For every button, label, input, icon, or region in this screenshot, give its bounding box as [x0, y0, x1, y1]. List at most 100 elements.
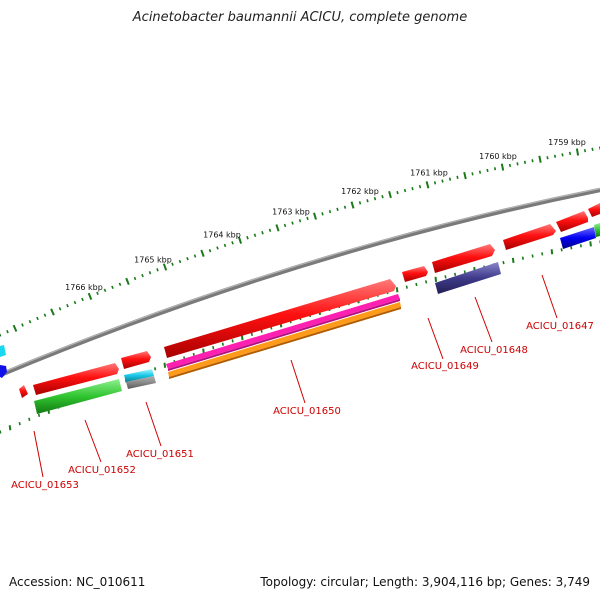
scale-dot: [148, 271, 152, 275]
scale-dot: [411, 186, 414, 191]
inner-tick: [8, 425, 12, 431]
inner-dot: [502, 260, 505, 265]
scale-dot: [321, 212, 324, 216]
scale-label: 1765 kbp: [134, 256, 172, 265]
genome-backbone-highlight: [0, 187, 600, 375]
scale-dot: [381, 194, 384, 199]
scale-dot: [208, 249, 212, 253]
scale-dot: [186, 257, 189, 261]
scale-dot: [118, 282, 122, 287]
scale-label: 1760 kbp: [479, 152, 517, 161]
gene-label[interactable]: ACICU_01649: [411, 361, 479, 372]
gene-label[interactable]: ACICU_01647: [526, 321, 594, 332]
scale-dot: [291, 221, 294, 225]
scale-dot: [336, 207, 339, 212]
scale-tick-major: [500, 163, 505, 171]
inner-tick: [550, 249, 554, 255]
scale-dot: [171, 262, 174, 266]
green-feature: [594, 223, 600, 237]
scale-tick-major: [125, 277, 130, 285]
inner-dot: [0, 430, 2, 434]
inner-dot: [250, 332, 253, 336]
scale-dot: [396, 190, 399, 195]
magenta-feature-edge: [168, 299, 400, 371]
scale-dot: [178, 259, 182, 264]
scale-dot: [343, 205, 347, 209]
scale-dot: [456, 175, 459, 179]
inner-tick: [434, 276, 438, 283]
cds-feature: [19, 385, 28, 398]
scale-dot: [231, 241, 234, 245]
scale-dot: [246, 236, 249, 240]
scale-labels: 1759 kbp 1760 kbp 1761 kbp 1762 kbp 1763 kbp…: [65, 138, 586, 292]
leader-line: [541, 274, 558, 319]
gray-feature: [126, 376, 156, 389]
inner-dot: [570, 246, 573, 250]
inner-dot: [212, 345, 215, 350]
inner-tick: [589, 241, 592, 247]
cyan-feature: [124, 369, 154, 382]
scale-dot: [478, 170, 482, 174]
scale-dot: [403, 188, 407, 193]
magenta-feature: [166, 294, 400, 369]
scale-dot: [43, 313, 47, 317]
inner-dot: [531, 254, 534, 258]
blue-feature: [0, 365, 7, 378]
scale-tick-major: [200, 249, 205, 257]
scale-dot: [0, 333, 2, 337]
inner-dot: [579, 244, 582, 248]
scale-tick-major: [538, 155, 542, 163]
inner-dot: [454, 272, 457, 277]
scale-dot: [298, 219, 302, 223]
leader-line: [474, 296, 493, 343]
label-leaders: [33, 274, 558, 478]
map-title: Acinetobacter baumannii ACICU, complete …: [132, 10, 468, 25]
scale-tick-major: [87, 292, 93, 300]
green-feature: [34, 379, 122, 414]
scale-dot: [141, 273, 144, 278]
leader-line: [84, 419, 102, 463]
cds-feature: [503, 224, 556, 250]
orange-feature: [168, 302, 401, 377]
cds-feature: [432, 244, 495, 273]
scale-dot: [583, 149, 587, 153]
scale-dot: [418, 184, 422, 189]
scale-label: 1763 kbp: [272, 208, 310, 217]
gene-label[interactable]: ACICU_01652: [68, 465, 136, 476]
scale-tick-major: [463, 171, 467, 180]
genome-summary-text: Topology: circular; Length: 3,904,116 bp…: [260, 575, 590, 589]
scale-dot: [193, 254, 197, 258]
gene-label[interactable]: ACICU_01648: [460, 345, 528, 356]
scale-dot: [283, 223, 287, 228]
scale-dot: [28, 319, 32, 324]
scale-dot: [448, 177, 452, 181]
scale-dot: [553, 154, 557, 158]
inner-dot: [560, 248, 563, 252]
scale-tick-major: [350, 201, 355, 209]
scale-dot: [261, 231, 264, 235]
inner-tick: [395, 287, 399, 293]
cyan-feature: [0, 345, 6, 357]
scale-dot: [103, 288, 107, 293]
scale-dot: [471, 172, 474, 176]
scale-tick-major: [425, 181, 430, 189]
scale-ticks: [12, 148, 580, 332]
scale-dot: [111, 285, 114, 290]
cds-feature: [556, 211, 588, 232]
scale-tick-major: [50, 308, 55, 316]
inner-dot: [18, 421, 21, 426]
scale-dot: [328, 209, 332, 214]
scale-tick-major: [237, 236, 243, 244]
accession-text: Accession: NC_010611: [9, 575, 146, 589]
scale-label: 1759 kbp: [548, 138, 586, 147]
scale-dot: [73, 300, 77, 305]
inner-dot: [154, 367, 157, 371]
scale-dot: [516, 162, 519, 166]
scale-dot: [223, 243, 227, 248]
inner-dot: [37, 413, 41, 417]
leader-line: [290, 359, 306, 404]
gene-label[interactable]: ACICU_01651: [126, 449, 194, 460]
scale-dot: [81, 297, 84, 302]
gene-label[interactable]: ACICU_01653: [11, 480, 79, 491]
gene-label[interactable]: ACICU_01650: [273, 406, 341, 417]
